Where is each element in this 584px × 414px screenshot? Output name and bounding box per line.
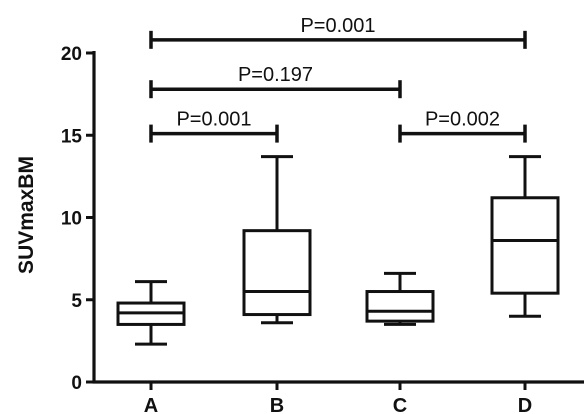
x-tick-label-b: B [270, 395, 284, 414]
significance-brackets: P=0.001 P=0.197 P=0.001 P=0.002 [149, 15, 527, 143]
p-value-label: P=0.002 [425, 109, 500, 131]
x-tick-label-d: D [518, 395, 532, 414]
box-a [116, 280, 186, 346]
x-tick-label-a: A [144, 395, 158, 414]
bracket-a-d: P=0.001 [149, 15, 527, 49]
y-tick-label: 5 [71, 291, 82, 312]
axes: 0 5 10 15 20 A B C D [61, 44, 584, 414]
y-tick-label: 20 [61, 44, 82, 65]
y-axis-label: SUVmaxBM [15, 156, 38, 274]
p-value-label: P=0.001 [300, 15, 375, 37]
box-d [490, 155, 560, 318]
x-tick-label-c: C [393, 395, 407, 414]
box-c [365, 271, 435, 326]
iqr-box [490, 196, 560, 295]
y-tick-label: 15 [61, 126, 83, 147]
bracket-a-c: P=0.197 [149, 64, 402, 99]
p-value-label: P=0.001 [176, 109, 251, 131]
iqr-box [365, 290, 435, 323]
box-b [242, 155, 312, 325]
p-value-label: P=0.197 [238, 64, 313, 86]
y-tick-label: 10 [61, 209, 82, 230]
boxes [116, 155, 560, 346]
y-tick-label: 0 [71, 373, 82, 394]
bracket-c-d: P=0.002 [398, 109, 527, 143]
iqr-box [242, 229, 312, 317]
bracket-a-b: P=0.001 [149, 109, 279, 143]
